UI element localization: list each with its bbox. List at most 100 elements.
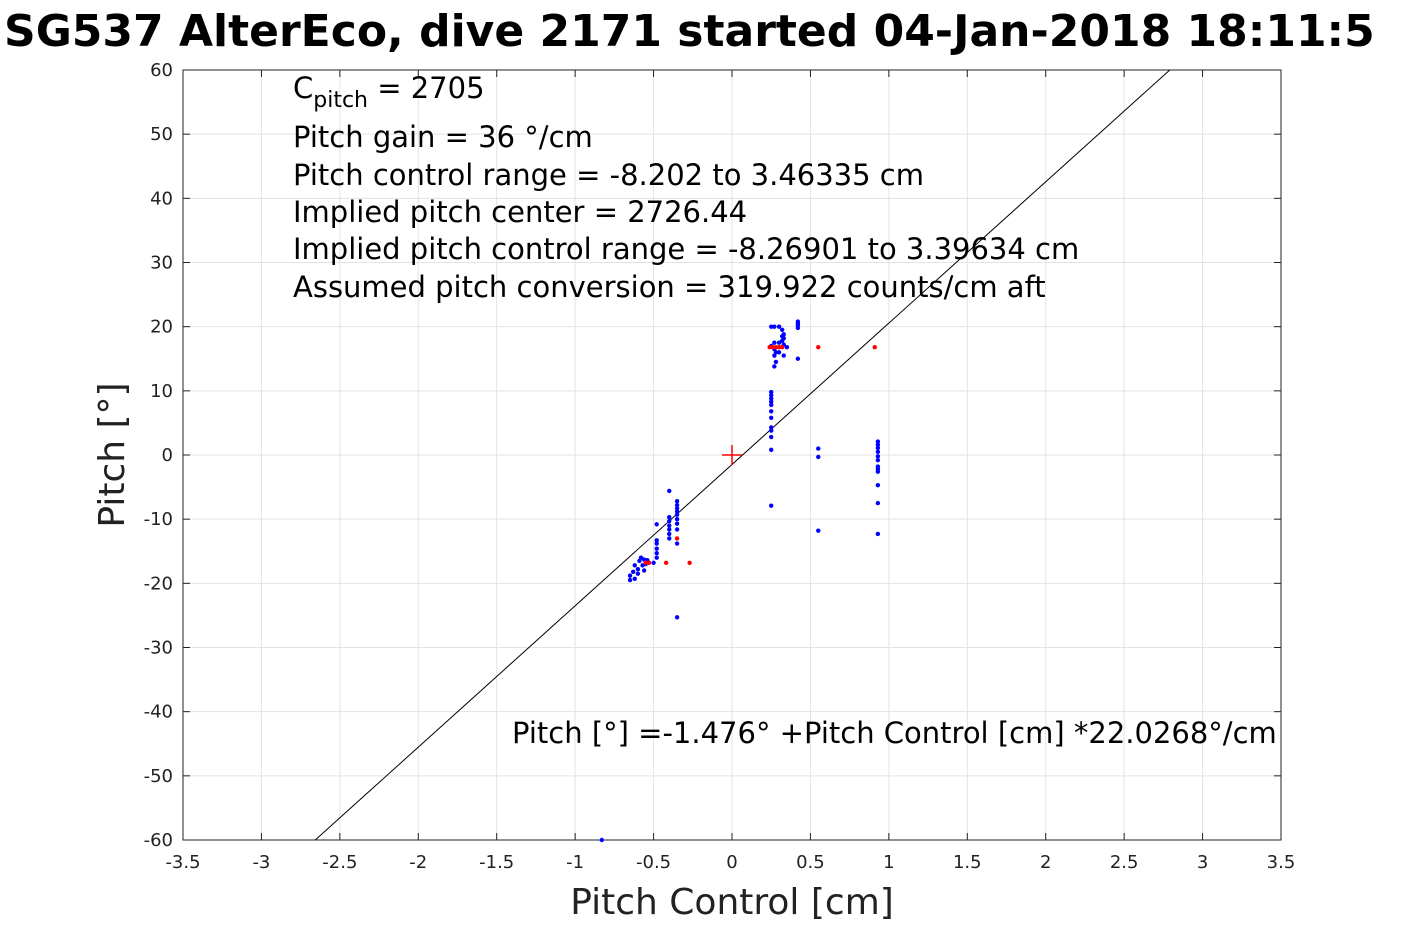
blue-data-point xyxy=(772,340,777,345)
blue-data-point xyxy=(599,837,605,843)
blue-data-point xyxy=(627,573,633,578)
blue-data-point xyxy=(816,454,821,460)
blue-data-point xyxy=(674,502,680,508)
blue-data-point xyxy=(674,527,680,532)
blue-data-point xyxy=(674,506,680,511)
blue-data-point xyxy=(667,527,672,532)
annotation-block: Cpitch = 2705 Pitch gain = 36 °/cm Pitch… xyxy=(293,71,1277,750)
x-tick-label: 1.5 xyxy=(953,852,982,873)
chart-title: SG537 AlterEco, dive 2171 started 04-Jan… xyxy=(4,6,1375,57)
c-pitch-subscript: pitch xyxy=(313,88,368,113)
blue-data-point xyxy=(781,332,786,337)
blue-data-point xyxy=(630,569,636,574)
blue-data-point xyxy=(651,560,656,565)
fit-equation-annotation: Pitch [°] =-1.476° +Pitch Control [cm] *… xyxy=(512,716,1277,750)
y-tick-label: 40 xyxy=(150,188,173,209)
blue-data-point xyxy=(795,319,801,324)
blue-data-point xyxy=(772,324,777,329)
grid-lines xyxy=(182,69,1282,841)
blue-data-point xyxy=(667,488,672,494)
blue-data-point xyxy=(773,359,779,365)
blue-data-point xyxy=(769,393,774,398)
c-pitch-annotation: Cpitch = 2705 xyxy=(293,71,485,113)
x-tick-label: -3 xyxy=(252,852,270,873)
blue-data-point xyxy=(769,447,774,453)
blue-data-point xyxy=(773,350,779,355)
x-tick-label: -1.5 xyxy=(479,852,514,873)
blue-data-point xyxy=(816,528,821,533)
blue-data-point xyxy=(769,324,774,329)
blue-data-point xyxy=(667,515,672,520)
y-tick-label: -30 xyxy=(144,638,173,659)
x-tick-label: 1 xyxy=(883,852,894,873)
red-data-point xyxy=(776,345,782,350)
y-tick-label: -50 xyxy=(144,766,173,787)
blue-data-point xyxy=(776,324,782,329)
blue-data-point xyxy=(667,536,672,541)
y-tick-label: 0 xyxy=(162,445,173,466)
blue-data-point xyxy=(776,350,782,355)
blue-data-point xyxy=(875,442,881,447)
pitch-control-range-annotation: Pitch control range = -8.202 to 3.46335 … xyxy=(293,158,924,192)
y-tick-label: -20 xyxy=(144,573,173,594)
pitch-conversion-annotation: Assumed pitch conversion = 319.922 count… xyxy=(293,270,1046,304)
x-tick-label: 2 xyxy=(1040,852,1051,873)
x-tick-label: 3 xyxy=(1197,852,1208,873)
blue-data-point xyxy=(674,541,680,546)
blue-data-point xyxy=(769,409,774,414)
y-axis: -60 -50 -40 -30 -20 -10 0 10 20 30 40 50 60 xyxy=(144,60,1281,851)
blue-data-point xyxy=(875,500,881,506)
blue-data-point xyxy=(632,563,637,568)
y-tick-label: 60 xyxy=(150,60,173,81)
blue-data-point xyxy=(674,615,680,620)
blue-data-point xyxy=(875,454,881,459)
implied-pitch-center-annotation: Implied pitch center = 2726.44 xyxy=(293,195,747,229)
x-tick-label: -3.5 xyxy=(165,852,200,873)
blue-data-point xyxy=(875,482,881,488)
red-data-point xyxy=(872,345,877,350)
blue-data-point xyxy=(769,425,774,430)
blue-data-point xyxy=(875,439,881,444)
blue-data-point xyxy=(674,521,680,526)
y-tick-label: 30 xyxy=(150,253,173,274)
x-axis-label: Pitch Control [cm] xyxy=(570,882,894,923)
x-tick-label: -1 xyxy=(566,852,584,873)
blue-data-point xyxy=(667,531,672,537)
blue-data-point xyxy=(769,399,774,404)
x-tick-label: 0 xyxy=(726,852,737,873)
blue-data-point xyxy=(674,499,680,504)
blue-data-point xyxy=(674,512,680,517)
x-tick-label: 3.5 xyxy=(1267,852,1296,873)
blue-data-point xyxy=(772,364,777,369)
y-tick-label: -10 xyxy=(144,509,173,530)
x-tick-label: -2.5 xyxy=(322,852,357,873)
y-tick-label: 50 xyxy=(150,124,173,145)
blue-data-point xyxy=(654,546,659,551)
blue-data-point xyxy=(816,446,821,451)
blue-data-point xyxy=(781,353,786,358)
red-data-point xyxy=(779,345,785,350)
y-tick-label: -60 xyxy=(144,830,173,851)
x-axis: -3.5 -3 -2.5 -2 -1.5 -1 -0.5 0 0.5 1 1.5 2 2.5 3 3.5 xyxy=(165,70,1295,873)
red-data-point xyxy=(687,560,692,565)
blue-data-point xyxy=(779,327,785,333)
red-data-point xyxy=(643,560,648,565)
blue-data-point xyxy=(781,336,786,341)
y-axis-label: Pitch [°] xyxy=(92,382,133,527)
blue-data-point xyxy=(795,356,801,361)
blue-data-point xyxy=(784,345,790,350)
red-data-point xyxy=(646,560,652,565)
blue-data-point xyxy=(769,402,774,408)
red-data-point xyxy=(674,536,680,541)
x-tick-label: 2.5 xyxy=(1110,852,1139,873)
red-data-point xyxy=(816,345,821,350)
c-pitch-value: = 2705 xyxy=(368,71,485,105)
red-data-point xyxy=(663,560,669,565)
blue-data-point xyxy=(769,503,774,508)
blue-data-point xyxy=(654,522,659,527)
blue-data-point xyxy=(667,523,672,528)
blue-data-point xyxy=(875,531,881,537)
blue-data-point xyxy=(654,541,659,546)
blue-data-point xyxy=(769,389,774,395)
